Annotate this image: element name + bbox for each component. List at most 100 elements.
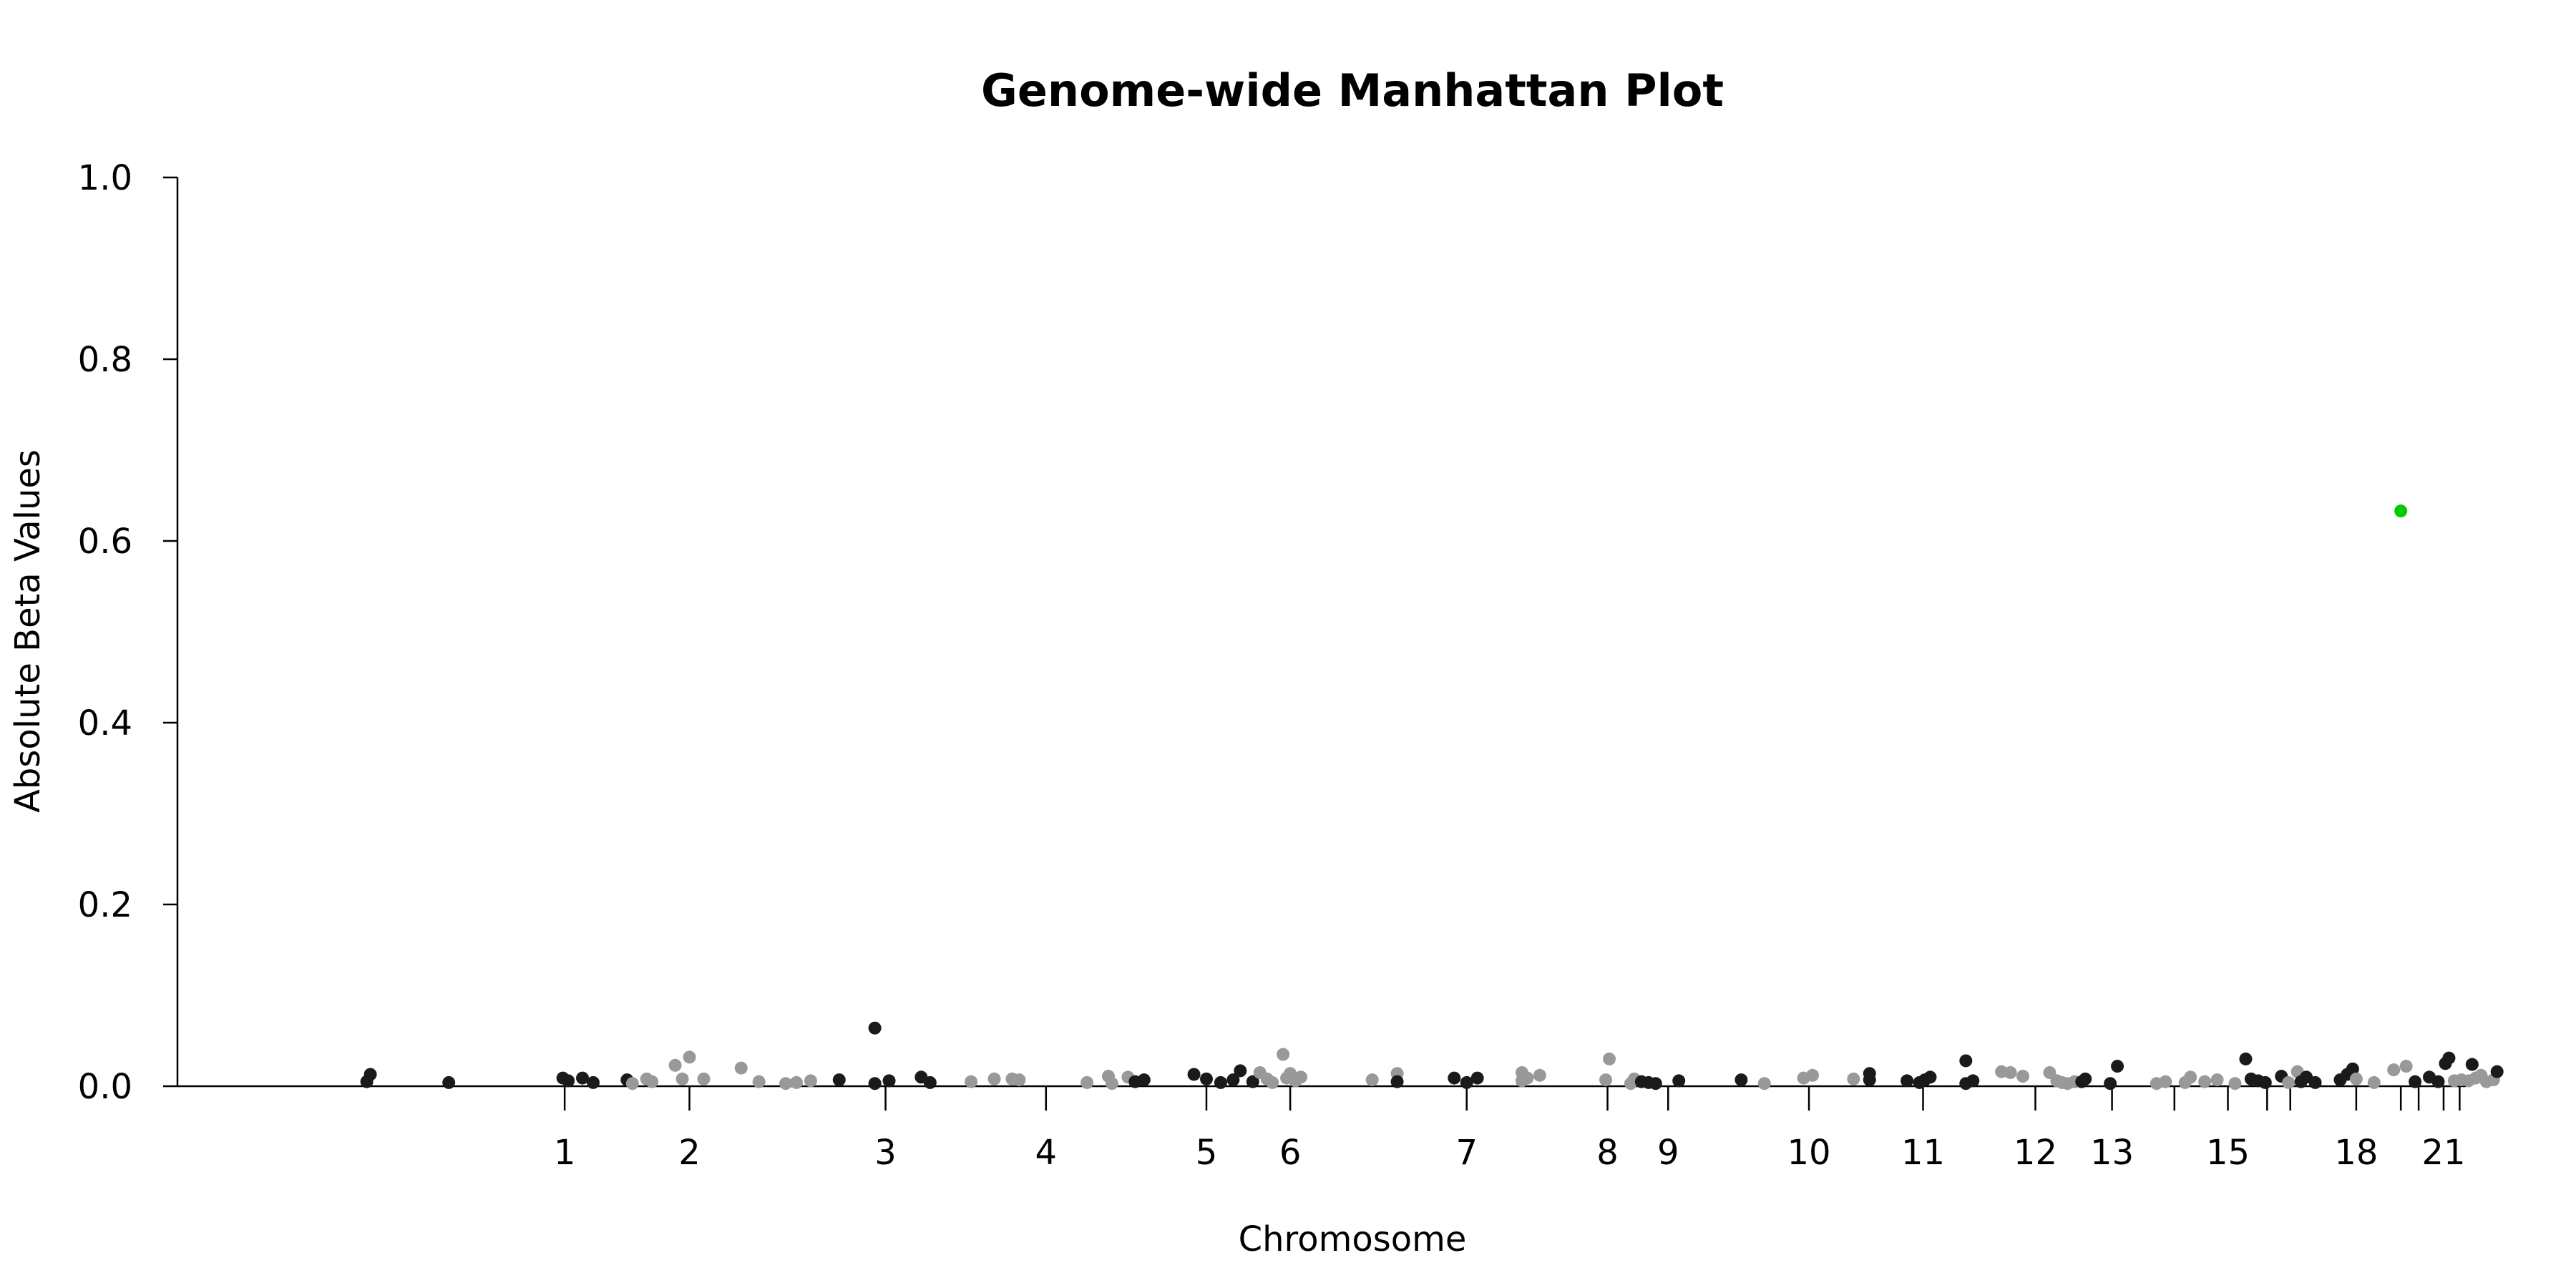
data-point [2367,1075,2381,1089]
data-point [832,1073,846,1087]
data-point [1959,1054,1973,1068]
x-tick-label: 9 [1657,1133,1679,1173]
data-point [2198,1075,2212,1088]
y-tick-label: 0.8 [78,340,132,380]
data-point [2431,1075,2445,1088]
data-point [2399,1060,2413,1073]
data-point [868,1021,882,1035]
data-point [965,1075,978,1088]
data-point [2346,1062,2359,1075]
data-point [790,1075,803,1089]
data-point [442,1075,456,1089]
data-point [1966,1074,1980,1088]
x-axis-label: Chromosome [1239,1219,1467,1259]
data-point [2104,1077,2117,1091]
data-point [1013,1073,1026,1087]
data-point [2184,1070,2197,1084]
data-points [360,504,2504,1091]
data-point [1599,1073,1613,1087]
data-point [2387,1063,2401,1077]
data-point [1847,1072,1860,1085]
data-point [645,1075,659,1088]
data-point [1234,1064,1247,1078]
x-tick-label: 5 [1196,1133,1218,1173]
x-tick-label: 6 [1279,1133,1302,1173]
data-point [2159,1075,2172,1088]
x-tick-label: 3 [874,1133,897,1173]
data-point [1901,1074,1914,1088]
data-point [2465,1058,2479,1071]
data-point [1266,1075,1279,1089]
y-tick-label: 0.0 [78,1067,132,1107]
data-point [625,1077,639,1091]
data-point [1533,1068,1546,1082]
data-point [1603,1052,1616,1065]
x-tick-label: 11 [1901,1133,1945,1173]
x-axis-ticks: 1 2 3 4 5 6 7 8 9 10 11 12 13 15 18 21 [554,1086,2466,1173]
data-point [1214,1075,1227,1089]
data-point [987,1072,1001,1085]
data-point [697,1072,711,1085]
data-point [2111,1060,2124,1073]
data-point [1226,1073,1240,1087]
data-point [675,1072,689,1085]
data-point [868,1077,882,1091]
data-point [1521,1071,1534,1085]
data-point [668,1058,682,1072]
data-point [1105,1077,1118,1091]
data-point [1649,1077,1662,1091]
data-point [2004,1065,2017,1079]
highlighted-point [2394,504,2408,518]
x-tick-label: 15 [2206,1133,2250,1173]
data-point [1246,1075,1259,1088]
x-tick-label: 4 [1035,1133,1058,1173]
x-tick-label: 10 [1787,1133,1831,1173]
data-point [1365,1073,1379,1087]
data-point [2409,1075,2422,1088]
data-point [1080,1075,1094,1089]
data-point [2349,1072,2363,1085]
data-point [2210,1073,2224,1087]
data-point [1470,1071,1484,1085]
data-point [576,1071,590,1085]
data-point [779,1077,793,1091]
data-point [804,1074,817,1088]
data-point [734,1061,748,1075]
y-tick-label: 0.6 [78,522,132,562]
x-tick-label: 13 [2090,1133,2134,1173]
data-point [1294,1070,1308,1084]
data-point [2442,1051,2456,1065]
data-point [586,1075,600,1089]
data-point [2239,1052,2253,1065]
data-point [752,1075,766,1088]
y-axis-ticks: 0.0 0.2 0.4 0.6 0.8 1.0 [78,158,177,1107]
data-point [1187,1068,1201,1081]
data-point [1390,1075,1404,1088]
data-point [1448,1071,1461,1085]
data-point [1806,1068,1820,1082]
y-tick-label: 1.0 [78,158,132,198]
data-point [2308,1075,2322,1089]
data-point [1137,1073,1151,1087]
data-point [1923,1070,1937,1084]
data-point [2490,1065,2504,1078]
data-point [683,1050,696,1064]
data-point [1735,1073,1748,1087]
data-point [364,1068,377,1081]
x-tick-label: 2 [678,1133,701,1173]
data-point [1863,1073,1876,1087]
data-point [1757,1077,1771,1091]
x-tick-label: 21 [2421,1133,2465,1173]
y-tick-label: 0.4 [78,703,132,743]
data-point [1460,1075,1473,1089]
x-tick-label: 12 [2014,1133,2057,1173]
data-point [1200,1072,1213,1085]
chart-title: Genome-wide Manhattan Plot [981,64,1724,117]
data-point [2228,1077,2242,1091]
y-tick-label: 0.2 [78,885,132,925]
data-point [2079,1072,2092,1085]
data-point [2282,1075,2296,1089]
x-tick-label: 1 [554,1133,576,1173]
